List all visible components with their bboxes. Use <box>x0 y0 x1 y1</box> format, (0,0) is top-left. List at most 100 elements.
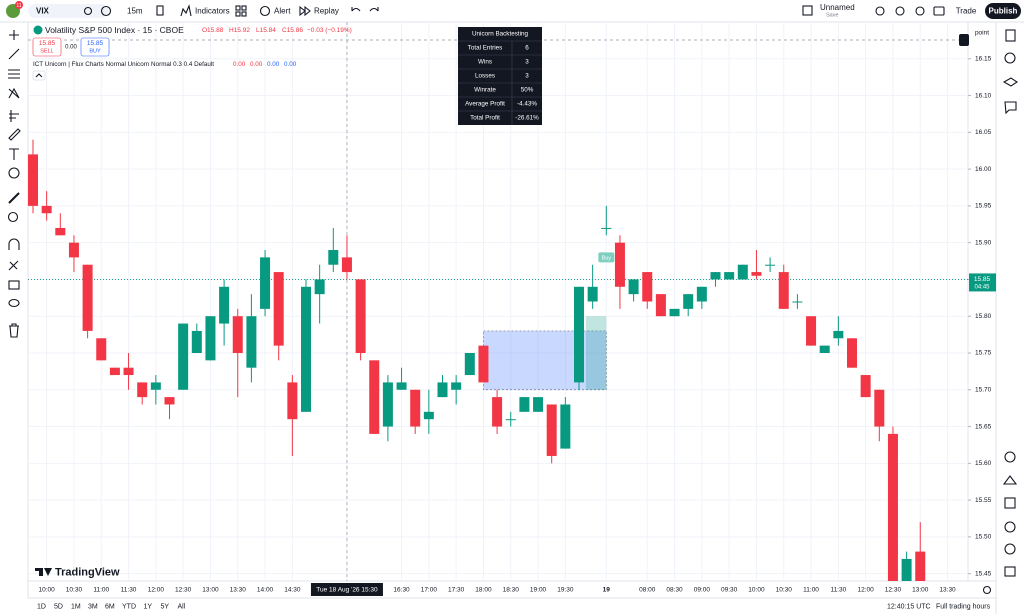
indicators-button[interactable]: Indicators <box>195 7 230 16</box>
candle-body <box>819 345 830 353</box>
icon[interactable] <box>83 6 93 16</box>
trend-line-tool[interactable] <box>8 48 20 60</box>
candle-body <box>451 382 462 390</box>
candle-body <box>669 308 680 317</box>
icon[interactable] <box>875 6 885 16</box>
delete-tool[interactable] <box>9 323 19 338</box>
candle-body <box>683 294 694 309</box>
range-button[interactable]: 5Y <box>161 603 170 610</box>
icon[interactable] <box>241 5 247 11</box>
undo[interactable] <box>351 7 361 12</box>
session[interactable]: Full trading hours <box>936 603 991 610</box>
sell-price[interactable]: 15.85 <box>39 40 56 47</box>
panel[interactable] <box>1004 566 1016 577</box>
range-button[interactable]: 5D <box>54 603 63 610</box>
icon[interactable] <box>156 5 164 16</box>
candle-body <box>860 375 871 398</box>
publish-button[interactable] <box>985 3 1021 19</box>
icon[interactable] <box>299 5 311 17</box>
watchlist[interactable] <box>1005 29 1016 42</box>
icon[interactable] <box>915 6 925 16</box>
symbol[interactable]: VIX <box>36 7 50 16</box>
candle-body <box>915 551 926 581</box>
icon[interactable] <box>100 5 112 17</box>
magnet-tool[interactable] <box>8 238 20 250</box>
range-button[interactable]: 1D <box>37 603 46 610</box>
table-key: Total Profit <box>470 115 500 122</box>
pattern-tool[interactable] <box>8 87 20 99</box>
icon[interactable] <box>235 11 241 17</box>
icon[interactable] <box>241 11 247 17</box>
hide-tool[interactable] <box>8 298 20 308</box>
icon[interactable] <box>933 6 945 16</box>
publish-label[interactable]: Publish <box>989 7 1018 16</box>
axis-unit: point <box>975 30 989 37</box>
layers[interactable] <box>1002 77 1018 87</box>
collapse-button[interactable] <box>32 70 46 81</box>
save-label[interactable]: Save <box>826 12 839 18</box>
checkbox[interactable] <box>802 5 813 16</box>
crosshair-price-tag[interactable] <box>959 34 969 46</box>
trade-button[interactable]: Trade <box>956 7 977 16</box>
y-tick-label: 15.60 <box>975 460 992 467</box>
help[interactable] <box>1004 521 1016 533</box>
x-tick-label: 13:00 <box>912 587 929 594</box>
emoji-tool[interactable] <box>8 167 20 179</box>
interval[interactable]: 15m <box>127 7 143 16</box>
x-tick-label: 08:30 <box>666 587 683 594</box>
candle-body <box>587 286 598 302</box>
candle-body <box>123 367 134 376</box>
sell-button[interactable] <box>32 37 62 57</box>
zoom-tool[interactable] <box>7 211 19 223</box>
lock-tool[interactable] <box>8 280 20 290</box>
candle-body <box>314 279 325 295</box>
candle-body <box>137 382 148 398</box>
buy-price[interactable]: 15.85 <box>87 40 104 47</box>
redo[interactable] <box>369 7 379 12</box>
ruler-tool[interactable] <box>8 192 20 204</box>
indicator-legend: ICT Unicorn | Flux Charts Normal Unicorn… <box>33 61 214 68</box>
icon[interactable] <box>895 6 905 16</box>
layout-name[interactable]: Unnamed <box>820 3 855 12</box>
sell-label[interactable]: SELL <box>40 48 53 54</box>
buy-label[interactable]: BUY <box>89 48 101 54</box>
candle-body <box>232 316 243 353</box>
text-tool[interactable] <box>9 148 19 160</box>
candle-body <box>737 264 748 280</box>
range-button[interactable]: 1M <box>71 603 81 610</box>
icon[interactable] <box>180 4 192 17</box>
range-button[interactable]: 1Y <box>144 603 153 610</box>
x-tick-label: 17:00 <box>421 587 438 594</box>
icon[interactable] <box>259 5 271 17</box>
range-button[interactable]: 3M <box>88 603 98 610</box>
icon[interactable] <box>35 73 43 78</box>
candle-body <box>287 382 298 420</box>
y-tick-label: 15.55 <box>975 497 992 504</box>
lock-tool[interactable] <box>8 260 19 271</box>
buy-button[interactable] <box>80 37 110 57</box>
notifications[interactable] <box>1004 543 1016 555</box>
axis-settings[interactable] <box>982 585 992 595</box>
range-button[interactable]: 6M <box>105 603 115 610</box>
y-tick-label: 16.15 <box>975 55 992 62</box>
icon[interactable] <box>235 5 241 11</box>
alert-button[interactable]: Alert <box>274 7 291 16</box>
candle-body <box>28 154 38 206</box>
candle-body <box>478 345 489 383</box>
calendar[interactable] <box>1004 497 1016 509</box>
table-value: -4.43% <box>517 101 537 108</box>
crosshair-tool[interactable] <box>9 30 19 40</box>
target[interactable] <box>1004 451 1016 463</box>
candle-body <box>219 286 230 324</box>
entry-highlight <box>585 316 607 390</box>
tool[interactable] <box>1002 475 1018 485</box>
fib-tool[interactable] <box>8 69 20 79</box>
forecast-tool[interactable] <box>9 110 19 122</box>
candle-body <box>273 272 284 346</box>
replay-button[interactable]: Replay <box>314 7 339 16</box>
brush-tool[interactable] <box>8 128 21 141</box>
range-button[interactable]: All <box>178 603 186 610</box>
range-button[interactable]: YTD <box>122 603 136 610</box>
chat[interactable] <box>1004 101 1017 115</box>
alerts[interactable] <box>1004 52 1016 64</box>
